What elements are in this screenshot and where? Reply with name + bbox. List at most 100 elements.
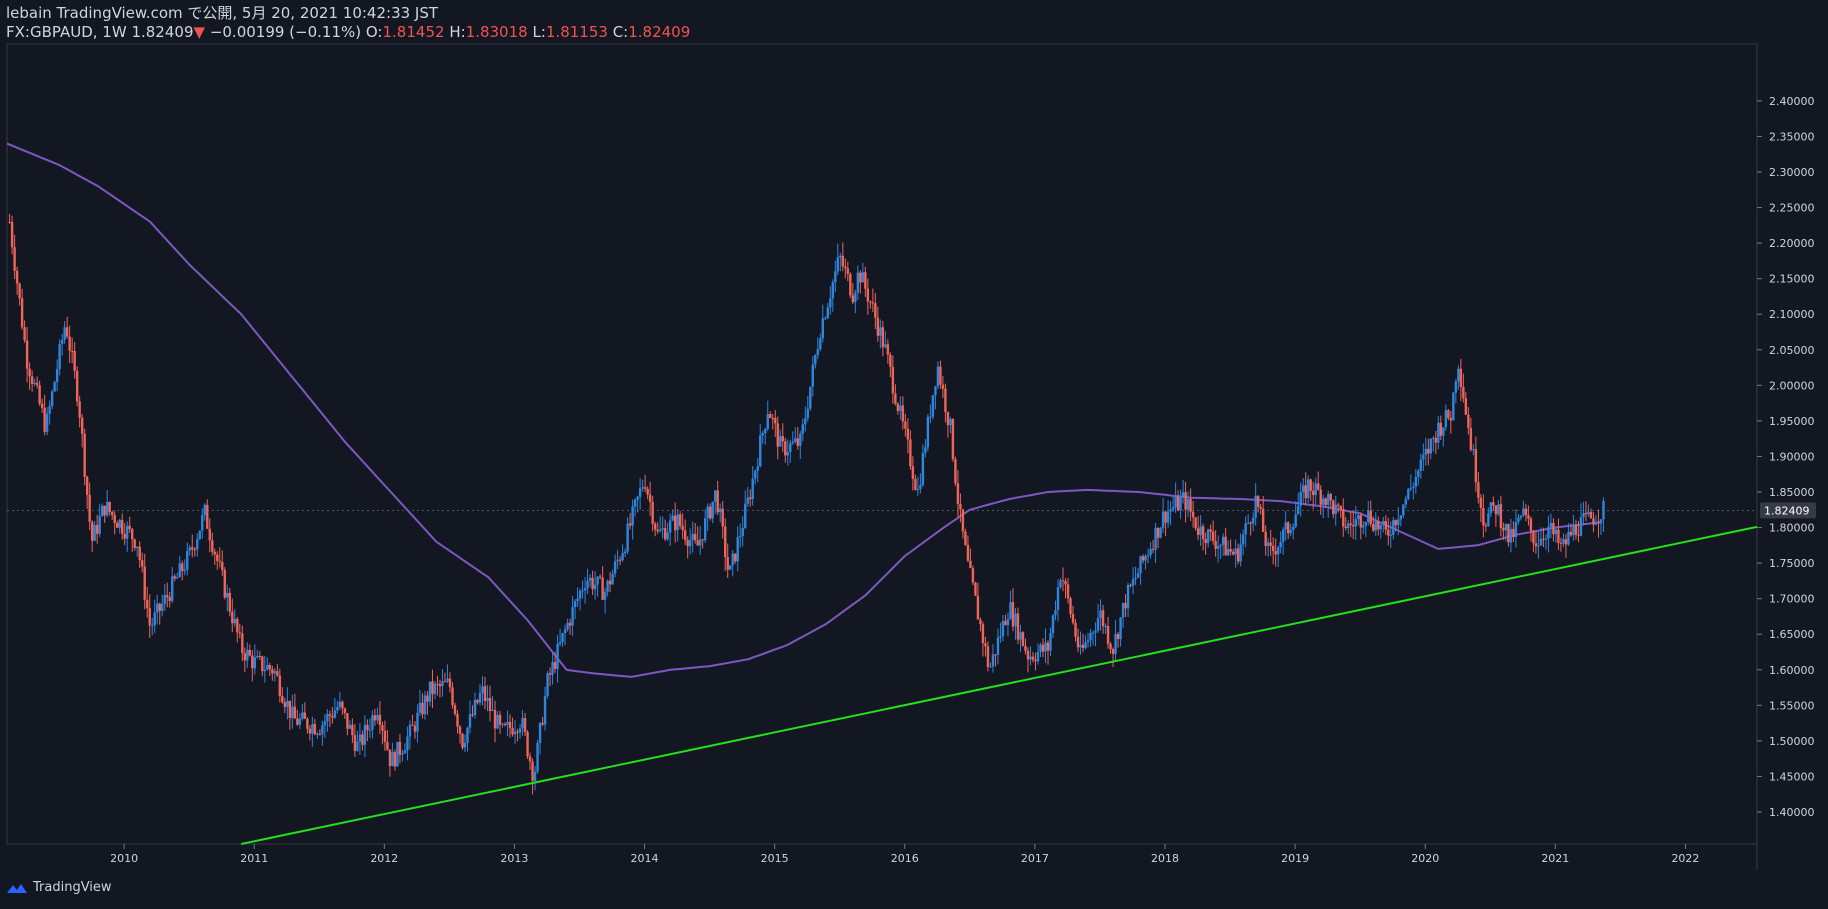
candle-body	[794, 438, 797, 442]
candle-body	[416, 712, 419, 732]
candle-body	[110, 511, 114, 515]
candle-body	[321, 725, 324, 735]
candle-body	[1379, 525, 1382, 530]
footer: TradingView	[6, 880, 112, 895]
candle-body	[1254, 495, 1257, 518]
candle-body	[1352, 524, 1355, 527]
candle-body	[386, 741, 389, 750]
candle-body	[1006, 618, 1010, 626]
candle-body	[506, 721, 509, 725]
candle-body	[53, 382, 56, 392]
low-value: 1.81153	[545, 23, 608, 41]
candle-body	[1269, 542, 1272, 546]
candle-body	[971, 568, 975, 583]
candle-body	[241, 633, 244, 654]
candle-body	[946, 412, 950, 426]
candle-body	[253, 657, 257, 669]
candle-body	[1527, 515, 1530, 519]
price-tick-label: 1.60000	[1769, 664, 1815, 677]
candle-body	[1206, 529, 1210, 544]
candle-body	[949, 418, 952, 426]
candle-body	[1407, 488, 1410, 499]
candle-body	[871, 302, 875, 304]
candle-body	[1181, 492, 1185, 498]
candle-body	[1086, 640, 1090, 643]
candle-body	[1434, 437, 1438, 443]
candle-body	[176, 577, 179, 579]
candle-body	[1101, 610, 1105, 627]
candle-body	[784, 441, 787, 456]
candle-body	[366, 724, 369, 730]
candle-body	[283, 702, 287, 707]
candle-body	[73, 351, 76, 371]
candle-body	[1159, 528, 1162, 538]
candle-body	[1211, 531, 1215, 542]
candle-body	[28, 368, 31, 377]
candle-body	[263, 669, 267, 672]
candle-body	[816, 349, 819, 356]
symbol-label[interactable]: FX:GBPAUD, 1W	[6, 23, 127, 41]
candle-body	[463, 742, 467, 748]
candle-body	[1224, 536, 1227, 556]
candle-body	[493, 709, 497, 729]
candle-body	[448, 678, 452, 688]
time-tick-label: 2013	[500, 852, 528, 865]
high-value: 1.83018	[465, 23, 528, 41]
candle-body	[1176, 496, 1180, 511]
candle-body	[1412, 486, 1415, 488]
time-tick-label: 2010	[110, 852, 138, 865]
candle-body	[221, 561, 224, 571]
candle-body	[1419, 459, 1423, 471]
candle-body	[1024, 645, 1027, 651]
candle-body	[178, 563, 181, 578]
candle-body	[1001, 620, 1005, 637]
candle-body	[488, 697, 492, 712]
candle-body	[1534, 543, 1538, 547]
candle-body	[1174, 496, 1177, 508]
candle-body	[819, 338, 822, 350]
candle-body	[228, 592, 231, 612]
candle-body	[406, 736, 409, 751]
candle-body	[799, 433, 802, 446]
candle-body	[1134, 577, 1137, 580]
candle-body	[556, 643, 559, 669]
trend-line[interactable]	[240, 525, 1758, 845]
candle-body	[351, 724, 354, 736]
candle-body	[496, 714, 499, 729]
close-value: 1.82409	[628, 23, 691, 41]
candle-body	[418, 702, 422, 713]
candle-body	[824, 318, 827, 320]
candle-body	[881, 327, 885, 348]
candle-body	[869, 301, 872, 303]
candle-body	[1312, 490, 1315, 496]
candle-body	[85, 476, 89, 495]
candle-body	[886, 344, 890, 355]
candle-body	[1542, 538, 1545, 540]
candle-body	[1309, 479, 1312, 491]
candle-body	[1344, 526, 1347, 528]
candle-body	[1494, 505, 1498, 515]
candle-body	[1579, 517, 1583, 536]
candle-body	[10, 221, 14, 248]
candle-body	[1594, 522, 1598, 525]
candle-body	[1479, 497, 1483, 508]
candle-body	[1156, 527, 1160, 538]
price-tick-label: 2.00000	[1769, 379, 1815, 392]
candle-body	[1562, 539, 1565, 544]
candle-body	[906, 428, 910, 440]
candle-body	[1054, 610, 1057, 616]
candle-body	[456, 713, 459, 727]
candle-body	[376, 714, 379, 721]
candle-body	[741, 527, 744, 537]
candle-body	[1552, 522, 1555, 535]
candle-body	[261, 656, 264, 672]
candle-body	[100, 505, 104, 517]
candle-body	[658, 529, 662, 532]
candle-body	[598, 576, 602, 578]
candle-body	[901, 405, 905, 422]
candle-body	[1299, 491, 1302, 506]
candle-body	[914, 478, 917, 490]
candle-body	[291, 706, 294, 718]
candle-body	[754, 470, 757, 479]
